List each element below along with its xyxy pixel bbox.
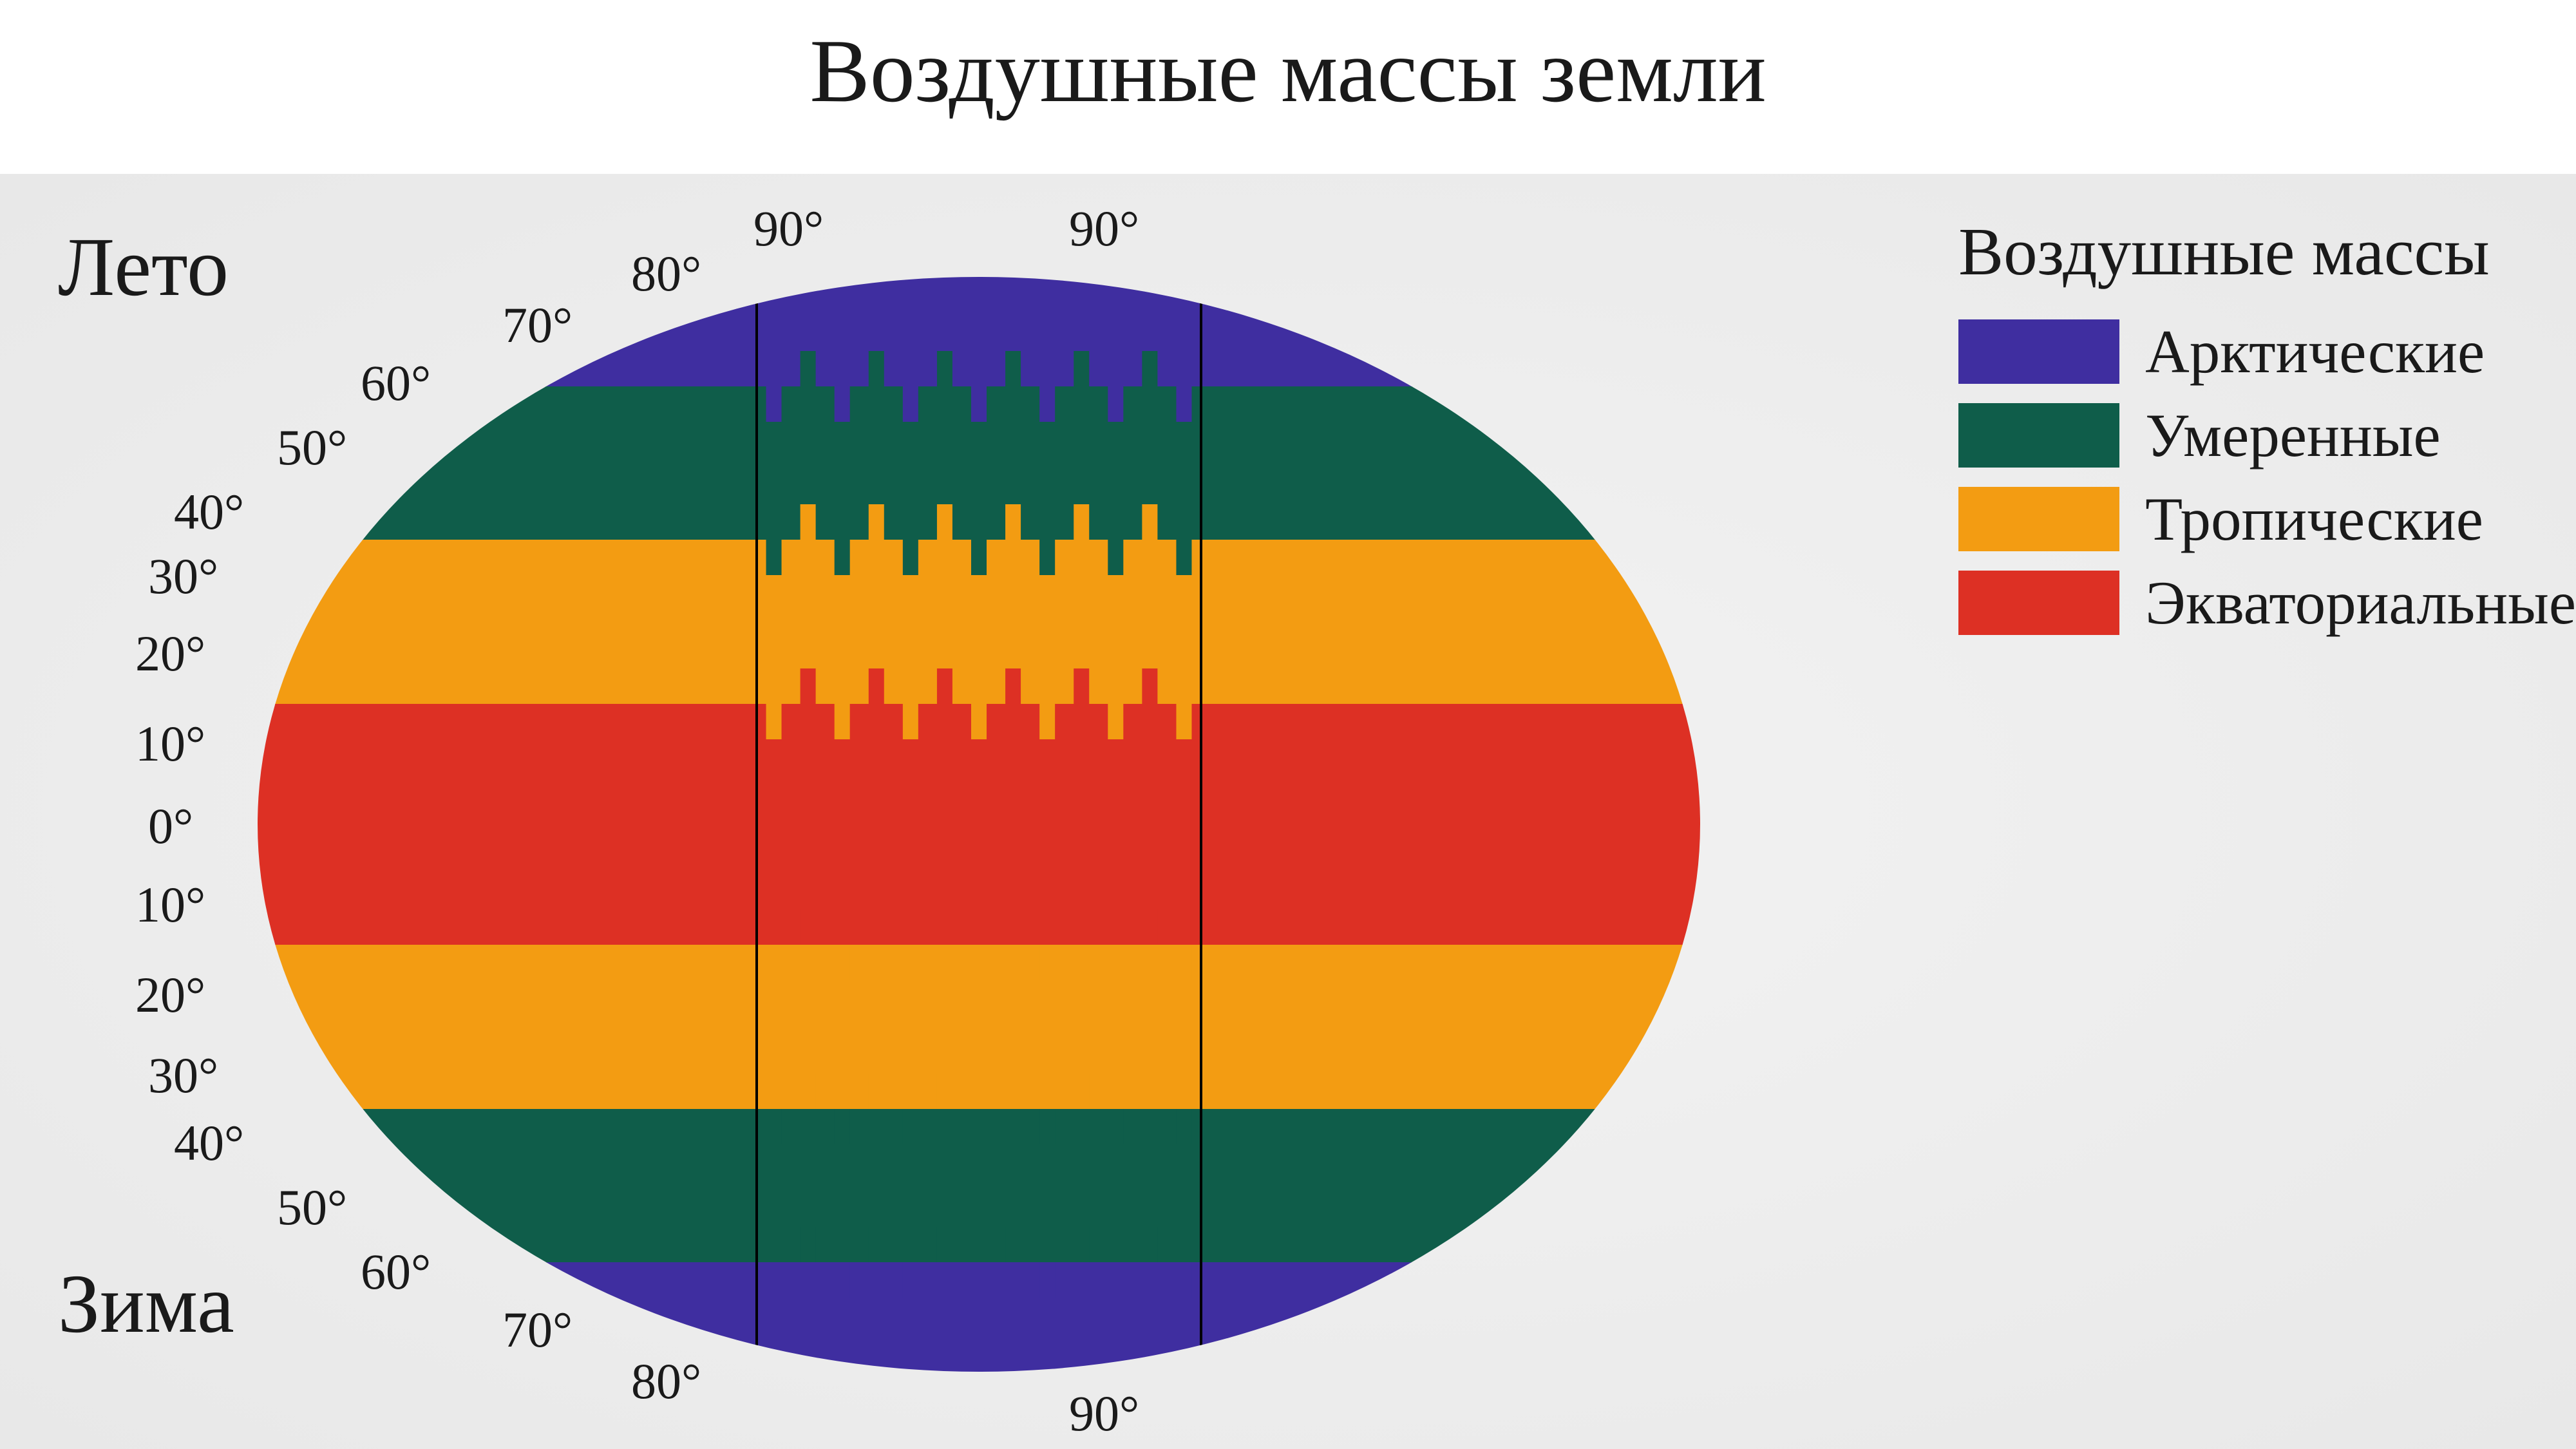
title-bar: Воздушные массы земли [0, 0, 2576, 174]
latitude-label: 10° [135, 876, 205, 934]
latitude-label: 80° [631, 245, 701, 303]
legend-item: Тропические [1958, 484, 2576, 554]
legend-items: Арктические Умеренные Тропические Экваториа… [1958, 316, 2576, 638]
legend-label: Экваториальные [2145, 567, 2576, 638]
latitude-label: 70° [502, 296, 573, 354]
latitude-label: 40° [174, 483, 244, 541]
legend-label: Тропические [2145, 484, 2483, 554]
legend-swatch [1958, 403, 2119, 468]
latitude-label: 50° [277, 1179, 347, 1236]
latitude-label: 30° [148, 1046, 218, 1104]
latitude-label: 10° [135, 715, 205, 773]
latitude-label: 70° [502, 1301, 573, 1359]
latitude-label: 30° [148, 547, 218, 605]
latitude-label: 80° [631, 1352, 701, 1410]
legend-title: Воздушные массы [1958, 213, 2576, 290]
legend-swatch [1958, 319, 2119, 384]
label-summer: Лето [58, 219, 229, 316]
latitude-label: 60° [361, 354, 431, 412]
legend-item: Экваториальные [1958, 567, 2576, 638]
legend-swatch [1958, 487, 2119, 551]
diagram-content: Лето Зима 0°10°20°30°40°50°60°70°80°90°1… [0, 174, 2576, 1449]
latitude-label: 60° [361, 1243, 431, 1301]
legend: Воздушные массы Арктические Умеренные Троп… [1958, 213, 2576, 651]
latitude-label: 0° [148, 797, 193, 855]
legend-swatch [1958, 571, 2119, 635]
page-title: Воздушные массы земли [0, 0, 2576, 149]
legend-label: Арктические [2145, 316, 2485, 387]
latitude-label: 90° [753, 200, 824, 258]
legend-label: Умеренные [2145, 400, 2441, 471]
latitude-label: 90° [1069, 200, 1139, 258]
legend-item: Умеренные [1958, 400, 2576, 471]
latitude-label: 20° [135, 966, 205, 1024]
latitude-label: 50° [277, 419, 347, 477]
legend-item: Арктические [1958, 316, 2576, 387]
label-winter: Зима [58, 1256, 234, 1352]
latitude-label: 40° [174, 1114, 244, 1172]
latitude-label: 90° [1069, 1385, 1139, 1443]
latitude-label: 20° [135, 625, 205, 683]
